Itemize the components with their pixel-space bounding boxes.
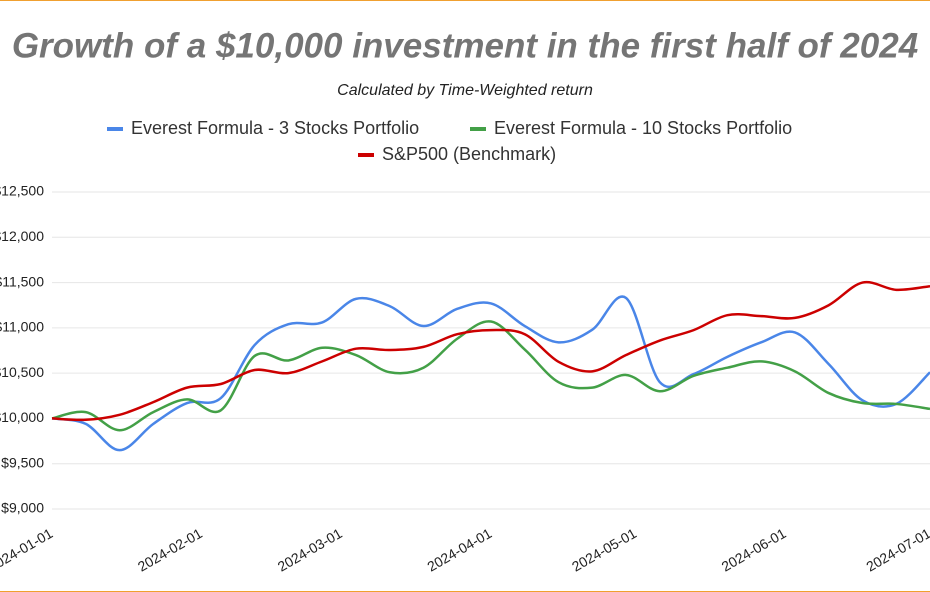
legend-label: Everest Formula - 3 Stocks Portfolio: [131, 118, 419, 138]
grid: $9,000 $9,500 $10,000 $10,500 $11,000 $11,500…: [0, 183, 930, 575]
x-tick-label: 2024-05-01: [569, 525, 639, 575]
y-tick-label: $10,000: [0, 409, 44, 425]
y-tick-label: $11,500: [0, 273, 44, 289]
series-line: [51, 295, 930, 452]
x-tick-label: 2024-02-01: [135, 525, 205, 575]
x-tick-label: 2024-07-01: [863, 525, 930, 575]
legend-label: S&P500 (Benchmark): [382, 144, 556, 164]
series-line: [51, 280, 930, 422]
chart-title: Growth of a $10,000 investment in the fi…: [12, 26, 918, 65]
x-tick-label: 2024-06-01: [719, 525, 789, 575]
y-tick-label: $10,500: [0, 364, 44, 380]
plot: [51, 280, 930, 452]
y-tick-label: $12,500: [0, 183, 44, 199]
legend: Everest Formula - 3 Stocks Portfolio Ever…: [107, 118, 792, 164]
y-tick-label: $9,500: [1, 454, 44, 470]
y-tick-label: $12,000: [0, 228, 44, 244]
x-tick-label: 2024-03-01: [275, 525, 345, 575]
x-tick-label: 2024-04-01: [424, 525, 494, 575]
y-tick-label: $11,000: [0, 319, 44, 335]
x-tick-label: 2024-01-01: [0, 525, 56, 575]
legend-label: Everest Formula - 10 Stocks Portfolio: [494, 118, 792, 138]
series-line: [51, 320, 930, 432]
y-tick-label: $9,000: [1, 500, 44, 516]
chart-subtitle: Calculated by Time-Weighted return: [337, 82, 593, 99]
